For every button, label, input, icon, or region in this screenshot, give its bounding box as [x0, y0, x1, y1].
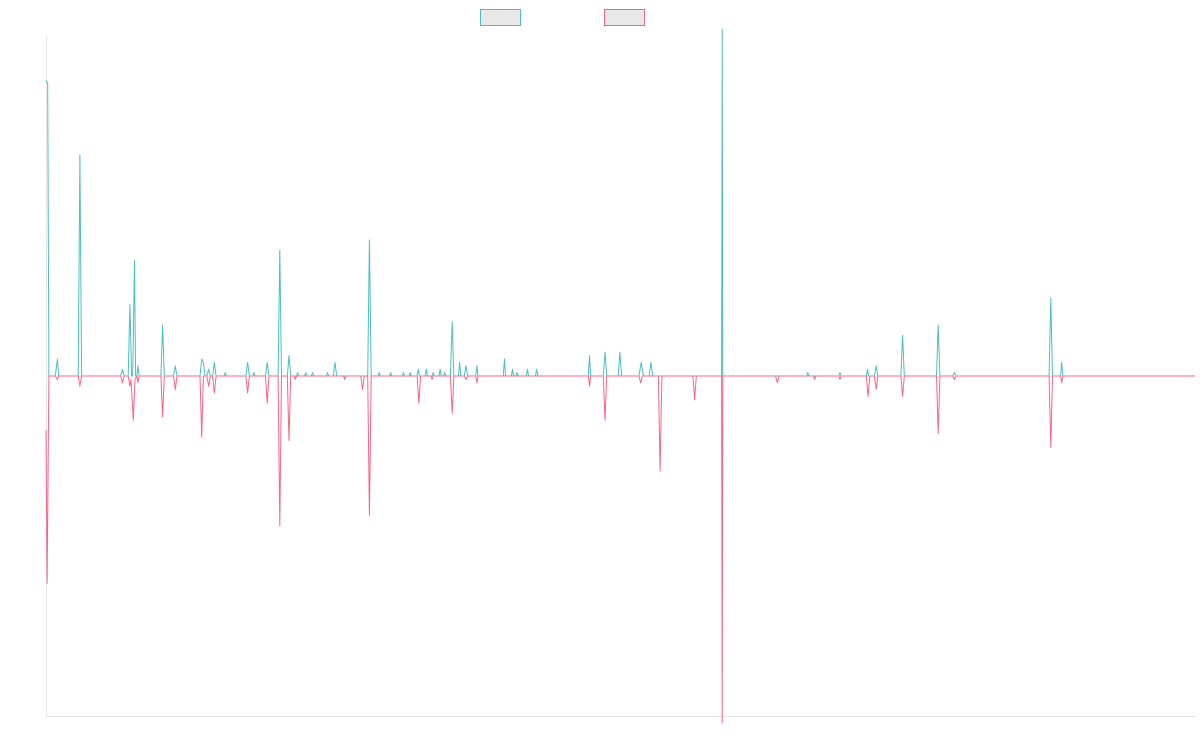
axes — [46, 36, 1195, 717]
series-line-2 — [45, 375, 1195, 724]
series-group — [45, 28, 1195, 724]
legend[interactable] — [480, 9, 645, 26]
legend-swatch-1[interactable] — [480, 9, 521, 26]
series-line-1 — [45, 28, 1195, 377]
legend-swatch-2[interactable] — [604, 9, 645, 26]
